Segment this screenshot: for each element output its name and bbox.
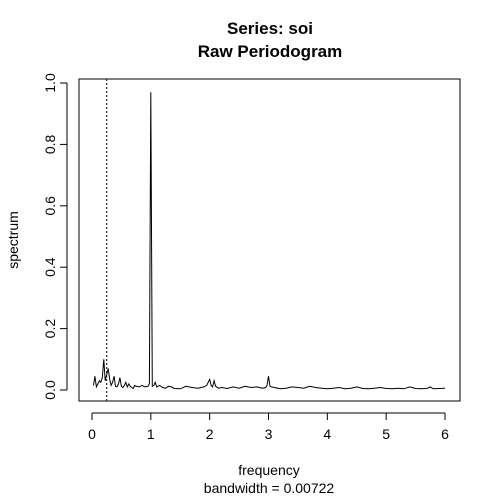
x-tick-label: 3 <box>265 426 273 442</box>
x-tick-label: 5 <box>382 426 390 442</box>
chart-subtitle: Raw Periodogram <box>198 42 343 61</box>
x-axis: 0 1 2 3 4 5 6 <box>88 412 449 442</box>
plot-frame <box>78 78 461 402</box>
x-tick-label: 6 <box>441 426 449 442</box>
y-axis-label: spectrum <box>5 211 21 269</box>
x-tick-label: 0 <box>88 426 96 442</box>
x-axis-sublabel: bandwidth = 0.00722 <box>204 480 335 496</box>
x-tick-label: 2 <box>206 426 214 442</box>
chart-title: Series: soi <box>227 19 313 38</box>
y-axis: 0.0 0.2 0.4 0.6 0.8 1.0 <box>42 73 68 400</box>
x-tick-label: 4 <box>323 426 331 442</box>
series-line-soi <box>93 92 446 390</box>
y-tick-label: 0.4 <box>42 257 58 277</box>
x-axis-label: frequency <box>238 462 299 478</box>
y-tick-label: 0.0 <box>42 380 58 400</box>
y-tick-label: 0.6 <box>42 196 58 216</box>
y-tick-label: 1.0 <box>42 73 58 93</box>
y-tick-label: 0.8 <box>42 134 58 154</box>
x-tick-label: 1 <box>147 426 155 442</box>
y-tick-label: 0.2 <box>42 319 58 339</box>
